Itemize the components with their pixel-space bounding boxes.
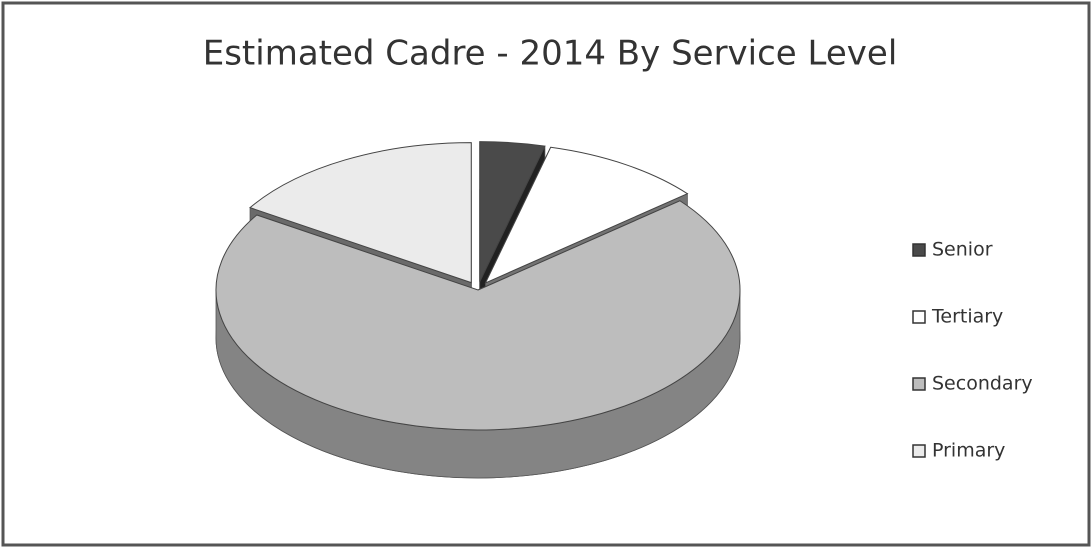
pie — [215, 141, 741, 479]
pie-slice — [479, 141, 546, 282]
legend: Senior Tertiary Secondary Primary — [912, 239, 1033, 462]
legend-swatch — [912, 310, 926, 324]
legend-label: Secondary — [932, 373, 1033, 395]
legend-swatch — [912, 444, 926, 458]
pie-slice — [249, 142, 472, 284]
legend-label: Senior — [932, 239, 993, 261]
chart-title: Estimated Cadre - 2014 By Service Level — [203, 34, 898, 74]
pie-slice — [215, 200, 741, 431]
legend-label: Primary — [932, 440, 1005, 462]
legend-swatch — [912, 243, 926, 257]
legend-swatch — [912, 377, 926, 391]
legend-label: Tertiary — [931, 306, 1003, 328]
pie-slice — [484, 146, 689, 284]
